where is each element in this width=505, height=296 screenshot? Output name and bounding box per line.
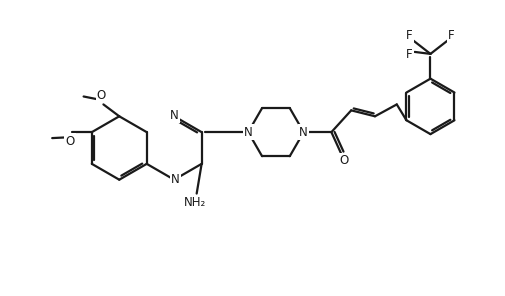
Text: N: N xyxy=(298,126,308,139)
Text: N: N xyxy=(243,126,252,139)
Text: N: N xyxy=(171,173,179,186)
Text: O: O xyxy=(339,155,348,167)
Text: F: F xyxy=(447,29,453,41)
Text: O: O xyxy=(65,135,75,148)
Text: F: F xyxy=(406,48,412,61)
Text: NH₂: NH₂ xyxy=(183,196,206,209)
Text: O: O xyxy=(96,89,106,102)
Text: N: N xyxy=(170,109,178,122)
Text: F: F xyxy=(406,29,412,41)
